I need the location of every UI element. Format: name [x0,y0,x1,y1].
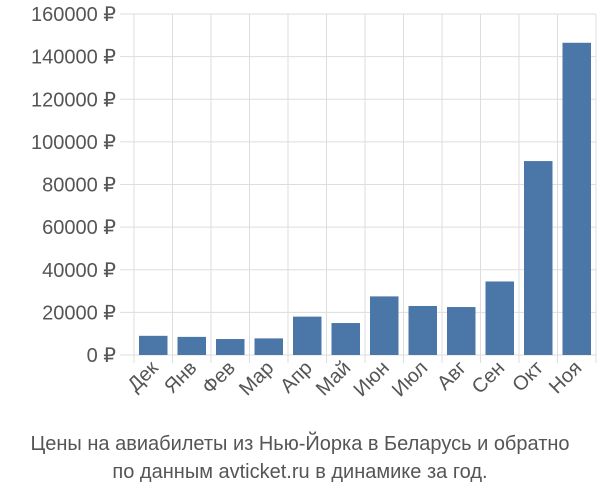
y-tick-label: 0 ₽ [87,345,117,367]
bar-4 [254,338,283,355]
x-tick-label: Сен [468,357,509,398]
y-tick-label: 120000 ₽ [31,89,116,111]
bars [139,42,591,355]
y-tick-label: 140000 ₽ [31,47,116,69]
bar-9 [447,307,476,355]
bar-6 [331,323,360,355]
grid [120,13,597,363]
x-tick-label: Апр [276,357,317,398]
chart-caption: Цены на авиабилеты из Нью-Йорка в Белару… [0,430,600,486]
y-tick-label: 40000 ₽ [42,260,116,282]
x-tick-label: Ноя [545,357,586,398]
x-tick-label: Дек [124,357,163,396]
bar-10 [485,281,514,355]
y-tick-label: 20000 ₽ [42,302,116,324]
bar-8 [408,305,437,355]
x-tick-label: Авг [433,357,471,395]
caption-line-1: Цены на авиабилеты из Нью-Йорка в Белару… [30,433,570,455]
x-tick-label: Окт [508,357,547,396]
y-tick-label: 60000 ₽ [42,217,116,239]
bar-5 [293,316,322,355]
x-tick-label: Янв [160,357,201,398]
x-tick-label: Июл [388,357,432,401]
bar-3 [216,339,245,355]
y-tick-label: 100000 ₽ [31,132,116,154]
x-tick-label: Мар [235,357,278,400]
y-tick-label: 80000 ₽ [42,175,116,197]
bar-1 [139,335,168,355]
x-tick-label: Фев [198,357,240,399]
bar-11 [524,161,553,355]
x-tick-label: Июн [350,357,394,401]
y-tick-label: 160000 ₽ [31,4,116,26]
caption-line-2: по данным avticket.ru в динамике за год. [112,461,488,483]
x-tick-label: Май [312,357,355,400]
bar-7 [370,296,399,355]
bar-2 [177,336,206,355]
bar-12 [562,42,591,355]
